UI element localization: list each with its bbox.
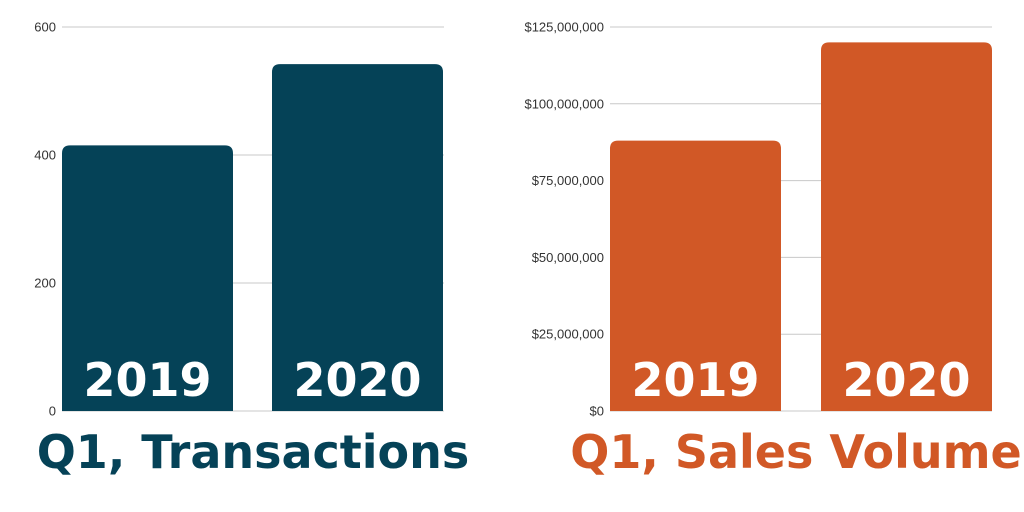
transactions-bar-label-2019: 2019 bbox=[83, 353, 211, 407]
sales-volume-y-tick-label: $125,000,000 bbox=[524, 20, 604, 35]
sales-volume-bar-label-2019: 2019 bbox=[631, 353, 759, 407]
transactions-y-tick-label: 200 bbox=[34, 276, 56, 291]
sales-volume-y-tick-label: $50,000,000 bbox=[532, 250, 604, 265]
transactions-bar-2020 bbox=[272, 64, 443, 412]
transactions-chart-title: Q1, Transactions bbox=[37, 425, 470, 479]
sales-volume-y-tick-label: $75,000,000 bbox=[532, 173, 604, 188]
transactions-y-tick-label: 600 bbox=[34, 20, 56, 35]
transactions-y-tick-label: 400 bbox=[34, 148, 56, 163]
sales-volume-y-tick-label: $100,000,000 bbox=[524, 96, 604, 111]
transactions-bar-2019 bbox=[62, 145, 233, 411]
sales-volume-chart-title: Q1, Sales Volume bbox=[570, 425, 1021, 479]
sales-volume-y-tick-label: $25,000,000 bbox=[532, 327, 604, 342]
sales-volume-chart-panel: $0 $25,000,000 $50,000,000 $75,000,000 $100,… bbox=[524, 20, 1021, 480]
sales-volume-y-tick-label: $0 bbox=[590, 404, 604, 419]
sales-volume-bar-2019 bbox=[610, 140, 781, 411]
sales-volume-bar-2020 bbox=[821, 42, 992, 412]
transactions-bar-label-2020: 2020 bbox=[293, 353, 421, 407]
transactions-chart-panel: 0 200 400 600 2019 2020 Q1, Transactions bbox=[34, 20, 469, 480]
sales-volume-bar-label-2020: 2020 bbox=[842, 353, 970, 407]
transactions-y-tick-label: 0 bbox=[49, 404, 56, 419]
